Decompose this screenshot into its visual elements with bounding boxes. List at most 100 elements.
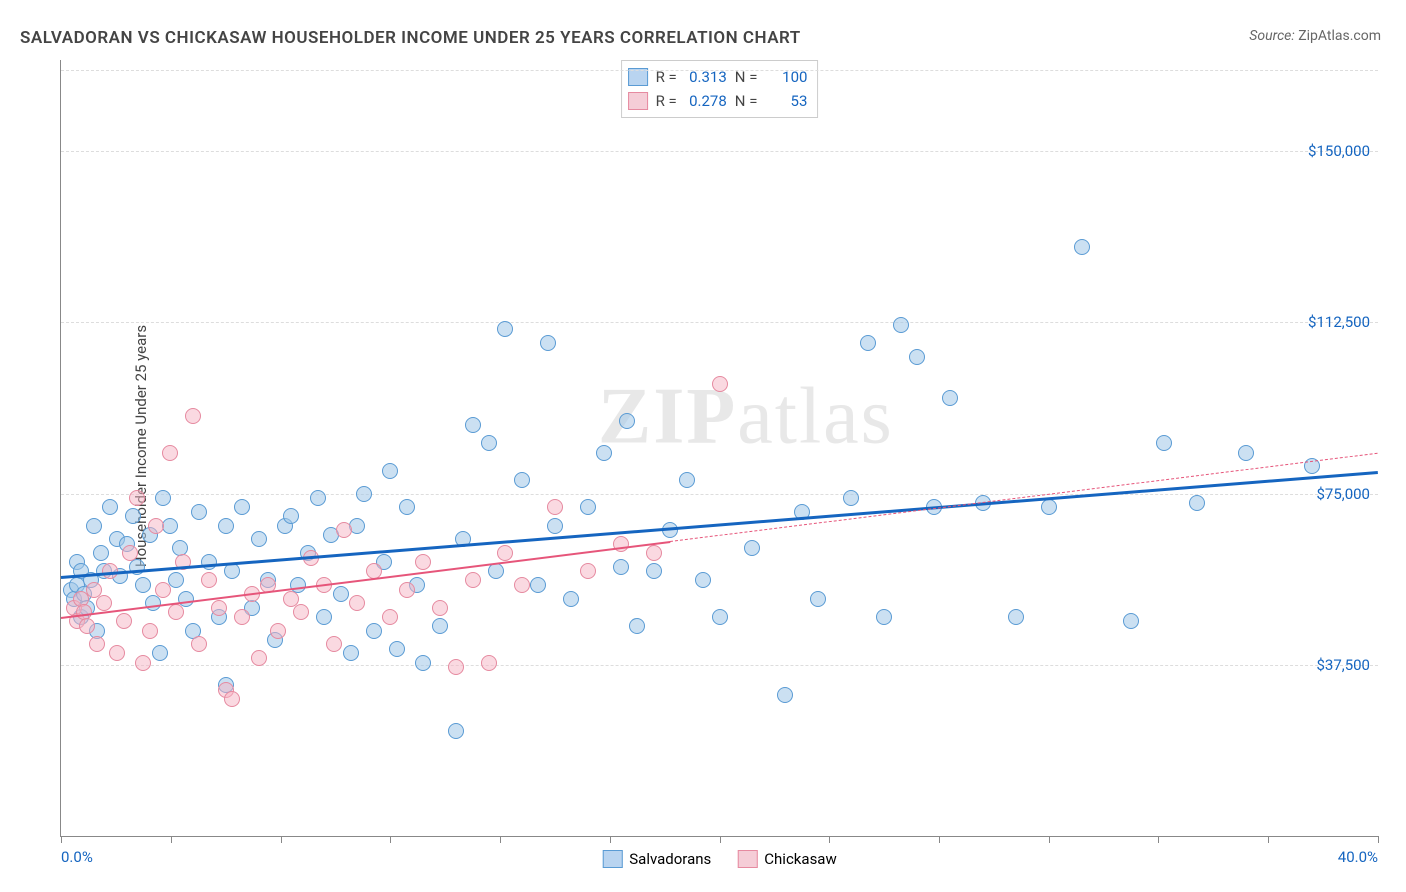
scatter-point: [547, 499, 563, 515]
scatter-point: [382, 609, 398, 625]
y-tick-label: $75,000: [1316, 485, 1370, 503]
scatter-point: [942, 390, 958, 406]
scatter-point: [646, 563, 662, 579]
scatter-point: [613, 559, 629, 575]
scatter-point: [293, 604, 309, 620]
x-tick: [171, 836, 172, 843]
x-tick: [610, 836, 611, 843]
scatter-point: [465, 572, 481, 588]
scatter-point: [481, 435, 497, 451]
scatter-point: [382, 463, 398, 479]
stats-row: R = 0.313 N = 100: [628, 65, 808, 89]
scatter-point: [580, 499, 596, 515]
scatter-point: [168, 604, 184, 620]
scatter-point: [909, 349, 925, 365]
scatter-point: [1008, 609, 1024, 625]
scatter-point: [1123, 613, 1139, 629]
scatter-point: [201, 572, 217, 588]
scatter-point: [1041, 499, 1057, 515]
scatter-point: [191, 504, 207, 520]
scatter-point: [185, 408, 201, 424]
scatter-point: [162, 445, 178, 461]
scatter-point: [497, 545, 513, 561]
scatter-point: [89, 636, 105, 652]
scatter-point: [145, 595, 161, 611]
scatter-point: [695, 572, 711, 588]
gridline: [61, 322, 1378, 323]
n-value: 53: [765, 89, 807, 113]
gridline: [61, 494, 1378, 495]
scatter-point: [629, 618, 645, 634]
chart-plot-area: ZIPatlas R = 0.313 N = 100 R = 0.278 N =…: [60, 60, 1378, 837]
scatter-point: [432, 600, 448, 616]
scatter-point: [336, 522, 352, 538]
scatter-point: [540, 335, 556, 351]
scatter-point: [155, 490, 171, 506]
scatter-point: [349, 595, 365, 611]
r-label: R =: [656, 65, 677, 89]
scatter-point: [86, 518, 102, 534]
trendline: [670, 453, 1378, 542]
scatter-point: [218, 518, 234, 534]
scatter-point: [310, 490, 326, 506]
source-label: Source:: [1249, 28, 1294, 44]
x-tick: [939, 836, 940, 843]
scatter-point: [415, 655, 431, 671]
scatter-point: [93, 545, 109, 561]
scatter-point: [497, 321, 513, 337]
x-tick: [61, 836, 62, 843]
gridline: [61, 151, 1378, 152]
scatter-point: [142, 623, 158, 639]
y-tick-label: $112,500: [1308, 313, 1370, 331]
chart-title: SALVADORAN VS CHICKASAW HOUSEHOLDER INCO…: [20, 28, 801, 48]
scatter-point: [893, 317, 909, 333]
scatter-point: [712, 609, 728, 625]
y-tick-label: $37,500: [1316, 656, 1370, 674]
scatter-point: [366, 623, 382, 639]
y-tick-label: $150,000: [1308, 142, 1370, 160]
scatter-point: [251, 650, 267, 666]
series-legend: Salvadorans Chickasaw: [602, 850, 837, 868]
scatter-point: [152, 645, 168, 661]
scatter-point: [580, 563, 596, 579]
watermark: ZIPatlas: [598, 371, 894, 462]
x-tick: [500, 836, 501, 843]
trendline: [61, 471, 1378, 579]
scatter-point: [399, 499, 415, 515]
scatter-point: [1074, 239, 1090, 255]
swatch-icon: [737, 850, 757, 868]
scatter-point: [122, 545, 138, 561]
x-tick: [829, 836, 830, 843]
scatter-point: [547, 518, 563, 534]
scatter-point: [1238, 445, 1254, 461]
legend-label: Salvadorans: [629, 850, 711, 868]
scatter-point: [744, 540, 760, 556]
n-label: N =: [735, 65, 758, 89]
scatter-point: [777, 687, 793, 703]
x-tick: [1158, 836, 1159, 843]
x-tick: [281, 836, 282, 843]
scatter-point: [399, 582, 415, 598]
scatter-point: [201, 554, 217, 570]
legend-item: Salvadorans: [602, 850, 711, 868]
scatter-point: [135, 655, 151, 671]
x-tick-label: 40.0%: [1338, 848, 1378, 866]
swatch-icon: [602, 850, 622, 868]
scatter-point: [563, 591, 579, 607]
scatter-point: [251, 531, 267, 547]
scatter-point: [1189, 495, 1205, 511]
legend-label: Chickasaw: [764, 850, 836, 868]
scatter-point: [488, 563, 504, 579]
scatter-point: [125, 508, 141, 524]
source-credit: Source: ZipAtlas.com: [1249, 28, 1381, 44]
scatter-point: [876, 609, 892, 625]
scatter-point: [234, 609, 250, 625]
scatter-point: [514, 577, 530, 593]
x-tick: [390, 836, 391, 843]
scatter-point: [712, 376, 728, 392]
scatter-point: [96, 595, 112, 611]
scatter-point: [316, 609, 332, 625]
scatter-point: [109, 645, 125, 661]
scatter-point: [79, 618, 95, 634]
scatter-point: [178, 591, 194, 607]
